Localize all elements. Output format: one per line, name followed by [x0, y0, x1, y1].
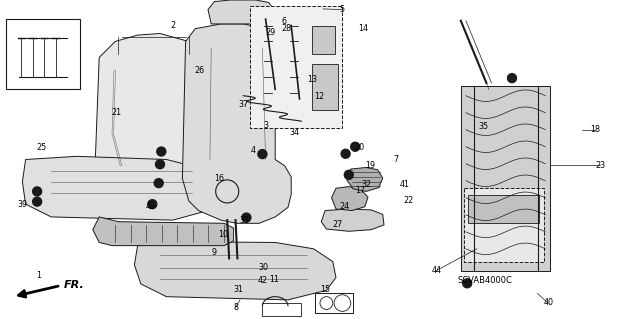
Text: 15: 15 [320, 285, 330, 294]
Bar [6, 19, 80, 89]
Text: 13: 13 [307, 75, 317, 84]
Text: 21: 21 [111, 108, 122, 117]
Text: 44: 44 [431, 266, 442, 275]
Text: 12: 12 [314, 92, 324, 101]
Polygon shape [182, 24, 291, 223]
Circle shape [341, 149, 350, 158]
Text: 34: 34 [289, 128, 300, 137]
Text: 30: 30 [259, 263, 269, 272]
Text: 22: 22 [403, 196, 413, 205]
Polygon shape [347, 167, 383, 191]
Text: 39: 39 [17, 200, 28, 209]
Circle shape [148, 200, 157, 209]
Circle shape [33, 197, 42, 206]
Text: 1: 1 [36, 271, 41, 280]
Text: 28: 28 [282, 24, 292, 33]
Text: 11: 11 [269, 275, 279, 284]
Circle shape [156, 160, 164, 169]
Text: 41: 41 [400, 180, 410, 189]
Text: 29: 29 [265, 28, 275, 37]
Text: 19: 19 [365, 161, 375, 170]
Text: 5: 5 [340, 5, 345, 14]
Text: 2: 2 [170, 21, 175, 30]
Text: 9: 9 [212, 248, 217, 256]
Circle shape [508, 74, 516, 83]
Circle shape [258, 150, 267, 159]
Text: 27: 27 [333, 220, 343, 229]
Text: 40: 40 [544, 298, 554, 307]
Circle shape [242, 213, 251, 222]
Text: 7: 7 [394, 155, 399, 164]
Text: 4: 4 [250, 146, 255, 155]
Text: 17: 17 [355, 186, 365, 195]
Polygon shape [332, 187, 368, 211]
Text: 42: 42 [257, 276, 268, 285]
Text: 16: 16 [214, 174, 225, 183]
Text: SCVAB4000C: SCVAB4000C [458, 276, 513, 285]
Text: 32: 32 [361, 180, 371, 189]
Bar [315, 293, 353, 313]
Circle shape [33, 187, 42, 196]
Bar [312, 26, 335, 54]
Text: 14: 14 [358, 24, 369, 33]
Bar [312, 64, 338, 110]
Bar [250, 6, 342, 128]
Bar [464, 188, 544, 262]
Circle shape [344, 170, 353, 179]
Text: 8: 8 [233, 303, 238, 312]
Text: 26: 26 [195, 66, 205, 75]
Text: 23: 23 [595, 161, 605, 170]
Text: 18: 18 [590, 125, 600, 134]
Text: 35: 35 [479, 122, 489, 131]
Polygon shape [208, 0, 274, 24]
Circle shape [463, 279, 472, 288]
Circle shape [157, 147, 166, 156]
Polygon shape [22, 156, 218, 220]
Text: 24: 24 [339, 202, 349, 211]
Bar [461, 86, 550, 271]
Circle shape [154, 179, 163, 188]
Polygon shape [321, 209, 384, 231]
Text: 37: 37 [238, 100, 248, 109]
Text: FR.: FR. [64, 280, 84, 290]
Text: 3: 3 [263, 121, 268, 130]
Text: 31: 31 [233, 285, 243, 294]
Text: 25: 25 [36, 143, 47, 152]
Text: 33: 33 [239, 216, 250, 225]
Polygon shape [93, 217, 234, 246]
Bar [262, 303, 301, 316]
Circle shape [351, 142, 360, 151]
Bar [468, 195, 539, 223]
Text: 6: 6 [281, 17, 286, 26]
Text: 43: 43 [145, 202, 156, 211]
Polygon shape [95, 33, 202, 209]
Text: 10: 10 [218, 230, 228, 239]
Polygon shape [134, 242, 336, 300]
Text: 20: 20 [355, 143, 365, 152]
